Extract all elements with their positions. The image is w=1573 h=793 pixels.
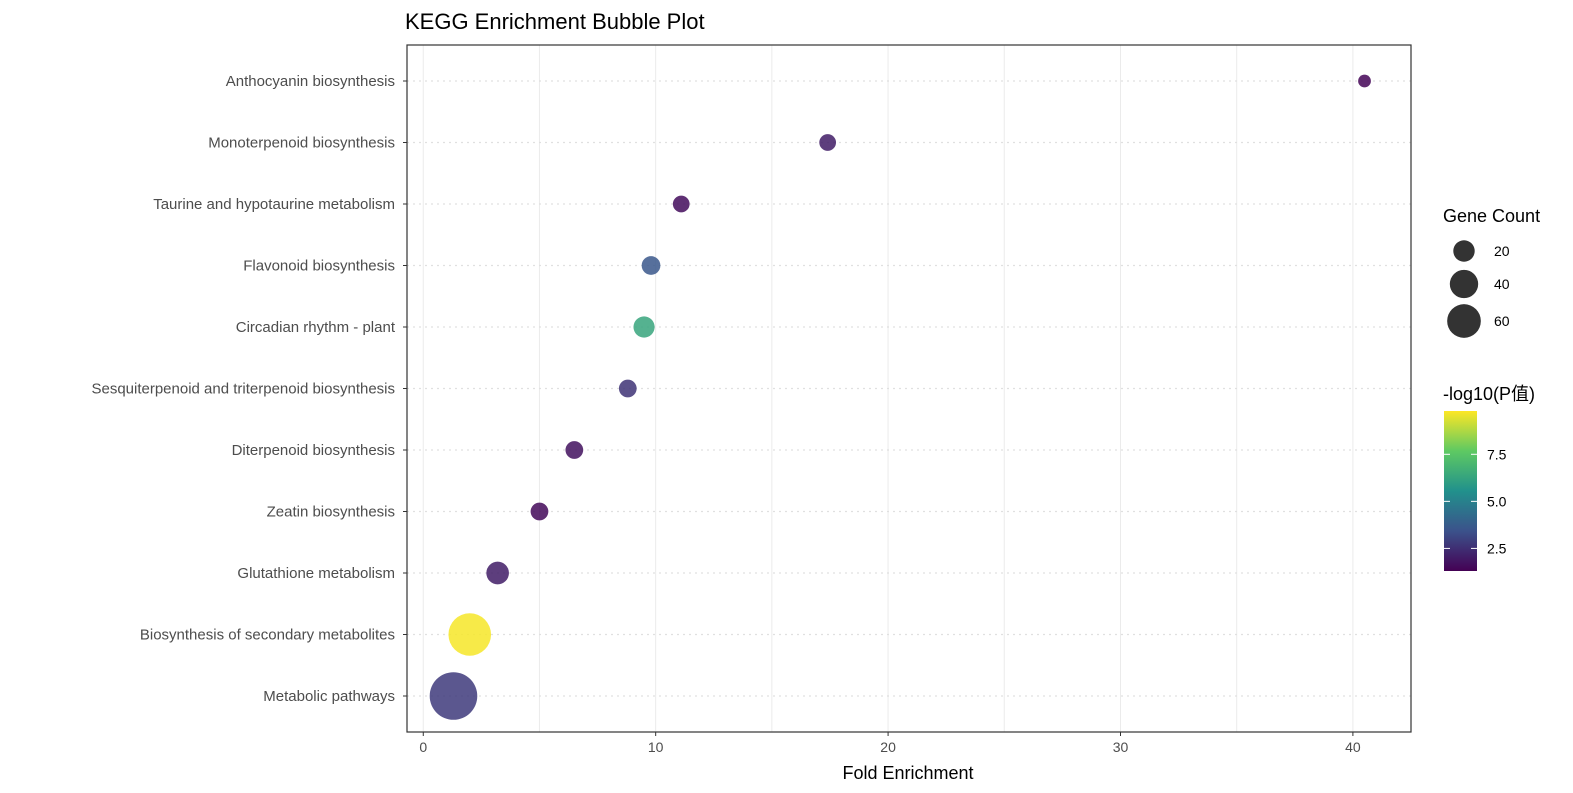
color-legend: -log10(P值) 2.5 5.0 7.5 (1443, 384, 1535, 571)
grid (407, 45, 1411, 732)
x-axis-title: Fold Enrichment (842, 763, 973, 783)
x-tick-label: 30 (1113, 739, 1129, 755)
y-tick-label: Sesquiterpenoid and triterpenoid biosynt… (91, 381, 395, 398)
x-axis: 0 10 20 30 40 (419, 732, 1361, 755)
x-tick-label: 20 (880, 739, 896, 755)
y-tick-label: Diterpenoid biosynthesis (232, 442, 395, 459)
y-tick-label: Monoterpenoid biosynthesis (208, 135, 395, 152)
y-tick-label: Metabolic pathways (263, 688, 395, 705)
x-tick-label: 40 (1345, 739, 1361, 755)
data-point (618, 379, 637, 398)
x-tick-label: 10 (648, 739, 664, 755)
size-legend-label: 20 (1494, 243, 1510, 259)
data-point (819, 134, 837, 151)
data-point (448, 613, 492, 656)
chart-title: KEGG Enrichment Bubble Plot (405, 9, 705, 34)
y-tick-label: Flavonoid biosynthesis (243, 258, 395, 275)
x-tick-label: 0 (419, 739, 427, 755)
colorbar (1444, 411, 1477, 571)
colorbar-tick-label: 5.0 (1487, 493, 1507, 509)
data-point (486, 561, 509, 585)
y-tick-label: Biosynthesis of secondary metabolites (140, 627, 395, 644)
data-point (1358, 74, 1371, 88)
data-points (429, 74, 1371, 720)
size-legend-label: 40 (1494, 276, 1510, 292)
y-tick-label: Circadian rhythm - plant (236, 319, 396, 336)
size-legend-title: Gene Count (1443, 206, 1540, 226)
data-point (565, 441, 584, 459)
data-point (633, 316, 655, 338)
colorbar-tick-label: 2.5 (1487, 540, 1507, 556)
colorbar-tick-label: 7.5 (1487, 446, 1507, 462)
data-point (672, 195, 690, 213)
size-legend-key (1449, 269, 1479, 299)
y-tick-label: Glutathione metabolism (237, 565, 395, 582)
data-point (641, 256, 661, 275)
size-legend-key (1453, 240, 1475, 262)
y-tick-label: Taurine and hypotaurine metabolism (153, 196, 395, 213)
size-legend-key (1447, 304, 1481, 338)
color-legend-title: -log10(P值) (1443, 384, 1535, 404)
y-tick-label: Anthocyanin biosynthesis (226, 73, 395, 90)
size-legend: Gene Count 20 40 60 (1443, 206, 1540, 338)
size-legend-label: 60 (1494, 313, 1510, 329)
y-tick-label: Zeatin biosynthesis (267, 504, 395, 521)
data-point (429, 672, 478, 720)
y-axis: Metabolic pathways Biosynthesis of second… (91, 73, 407, 705)
data-point (530, 502, 549, 521)
